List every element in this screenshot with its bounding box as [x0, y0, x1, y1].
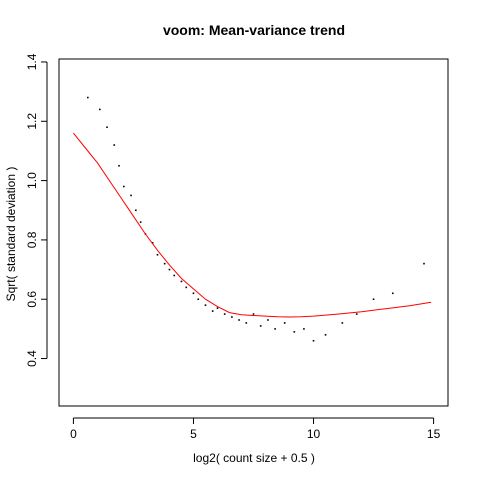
y-axis-label: Sqrt( standard deviation ) — [4, 167, 18, 302]
gene-point — [283, 322, 286, 324]
gene-point — [173, 274, 176, 277]
gene-point — [245, 322, 248, 324]
gene-point — [324, 334, 327, 336]
gene-point — [113, 144, 116, 146]
gene-point — [192, 292, 195, 295]
x-tick-label: 0 — [70, 427, 77, 441]
trend-line — [73, 132, 432, 318]
x-tick-label: 5 — [190, 427, 197, 441]
gene-point — [274, 328, 276, 330]
gene-point — [211, 310, 214, 312]
gene-point — [267, 319, 269, 321]
gene-point — [151, 242, 154, 244]
x-axis-label: log2( count size + 0.5 ) — [193, 451, 315, 465]
gene-point — [197, 298, 200, 301]
gene-point — [355, 313, 358, 315]
gene-point — [180, 280, 183, 283]
y-tick-label: 0.6 — [25, 291, 39, 308]
plot-frame — [58, 58, 449, 407]
gene-point — [168, 268, 171, 271]
gene-point — [106, 126, 108, 129]
gene-point — [139, 221, 142, 223]
gene-point — [130, 194, 132, 197]
gene-point — [238, 319, 240, 321]
y-tick-label: 1.0 — [25, 172, 39, 189]
points-layer — [87, 96, 425, 342]
gene-point — [185, 286, 188, 289]
gene-point — [204, 304, 207, 306]
chart-title: voom: Mean-variance trend — [163, 22, 345, 38]
gene-point — [99, 108, 101, 111]
gene-point — [259, 325, 262, 327]
gene-point — [87, 96, 89, 99]
gene-point — [372, 298, 375, 301]
gene-point — [423, 262, 425, 265]
gene-point — [223, 313, 226, 315]
gene-point — [312, 339, 315, 342]
gene-point — [391, 292, 394, 295]
x-tick-label: 15 — [427, 427, 441, 441]
gene-point — [216, 307, 219, 309]
gene-point — [156, 253, 159, 256]
gene-point — [293, 331, 296, 333]
gene-point — [118, 164, 120, 167]
gene-point — [341, 322, 344, 324]
gene-point — [231, 316, 233, 318]
gene-point — [303, 328, 305, 330]
x-tick-label: 10 — [307, 427, 321, 441]
gene-point — [135, 209, 137, 212]
y-tick-label: 0.4 — [25, 350, 39, 367]
gene-point — [163, 262, 166, 265]
y-tick-label: 1.2 — [25, 113, 39, 130]
gene-point — [123, 185, 125, 188]
trend-layer — [73, 132, 432, 318]
gene-point — [252, 313, 255, 315]
y-tick-label: 1.4 — [25, 53, 39, 70]
y-tick-label: 0.8 — [25, 231, 39, 248]
axes-layer: 0 5 10 15 0.4 0.6 0.8 1.0 1.2 1.4 — [25, 53, 441, 441]
